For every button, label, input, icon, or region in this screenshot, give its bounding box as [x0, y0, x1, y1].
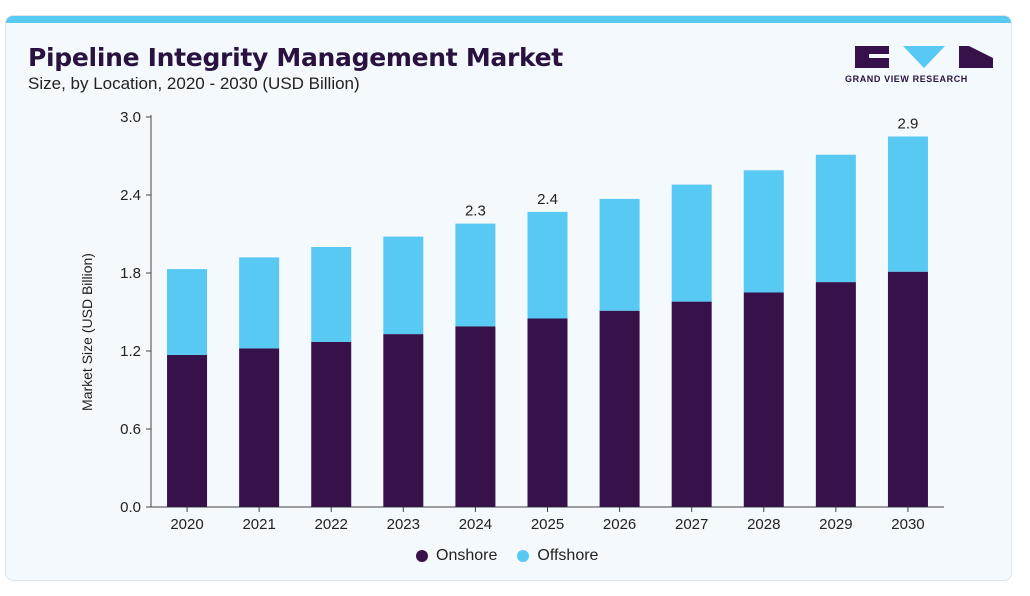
x-tick-label-2023: 2023 — [387, 516, 420, 533]
x-tick-label-2021: 2021 — [242, 516, 275, 533]
bar-offshore-2030 — [887, 136, 928, 272]
bar-onshore-2025 — [527, 318, 568, 507]
y-tick-label: 3.0 — [120, 109, 141, 126]
bar-offshore-2029 — [815, 154, 856, 283]
data-label-2024: 2.3 — [465, 203, 486, 220]
bar-onshore-2027 — [671, 301, 712, 507]
legend-label-onshore: Onshore — [436, 547, 498, 564]
data-label-2025: 2.4 — [537, 191, 558, 208]
logo-text: GRAND VIEW RESEARCH — [845, 74, 968, 84]
logo-mark-icon — [855, 46, 993, 68]
chart-labels: 2.3 2.4 2.9 — [465, 116, 918, 220]
bar-offshore-2027 — [671, 184, 712, 302]
x-tick-label-2027: 2027 — [675, 516, 708, 533]
bar-onshore-2030 — [887, 271, 928, 507]
bar-onshore-2024 — [455, 326, 496, 507]
y-tick-label: 1.2 — [120, 343, 141, 360]
bar-offshore-2022 — [311, 247, 352, 342]
y-tick-label: 2.4 — [120, 187, 141, 204]
data-label-2030: 2.9 — [898, 116, 919, 133]
x-tick-label-2029: 2029 — [819, 516, 852, 533]
bar-offshore-2020 — [167, 269, 208, 355]
y-tick-label: 0.0 — [120, 499, 141, 516]
legend-item-offshore: Offshore — [517, 547, 598, 565]
legend-swatch-onshore — [416, 550, 428, 562]
x-tick-label-2020: 2020 — [170, 516, 203, 533]
bar-onshore-2021 — [239, 348, 280, 507]
chart-subtitle: Size, by Location, 2020 - 2030 (USD Bill… — [28, 74, 360, 93]
chart-bars — [167, 136, 928, 507]
grand-view-research-logo: GRAND VIEW RESEARCH — [845, 44, 995, 104]
bar-offshore-2024 — [455, 223, 496, 327]
bar-onshore-2026 — [599, 310, 640, 507]
bar-onshore-2028 — [743, 292, 784, 507]
y-axis-label: Market Size (USD Billion) — [79, 253, 95, 411]
chart-axes: 0.0 0.6 1.2 1.8 2.4 3.0 Market Size (USD Billi… — [79, 109, 944, 533]
x-tick-label-2026: 2026 — [603, 516, 636, 533]
chart-legend: Onshore Offshore — [416, 547, 598, 565]
accent-top-bar — [6, 16, 1011, 23]
legend-label-offshore: Offshore — [537, 547, 599, 564]
bar-offshore-2023 — [383, 236, 424, 335]
chart-card: Pipeline Integrity Management Market Siz… — [5, 15, 1012, 581]
legend-swatch-offshore — [517, 550, 530, 562]
y-tick-label: 0.6 — [120, 421, 141, 438]
bar-onshore-2029 — [815, 282, 856, 507]
bar-chart: 0.0 0.6 1.2 1.8 2.4 3.0 Market Size (USD Billi… — [79, 109, 944, 533]
x-tick-label-2024: 2024 — [459, 516, 492, 533]
bar-onshore-2020 — [167, 354, 208, 507]
x-tick-label-2028: 2028 — [747, 516, 780, 533]
x-tick-label-2022: 2022 — [315, 516, 348, 533]
bar-onshore-2023 — [383, 334, 424, 507]
chart-title: Pipeline Integrity Management Market — [28, 43, 563, 72]
x-tick-label-2030: 2030 — [891, 516, 924, 533]
bar-onshore-2022 — [311, 341, 352, 507]
bar-offshore-2028 — [743, 170, 784, 293]
bar-offshore-2025 — [527, 211, 568, 319]
x-tick-label-2025: 2025 — [531, 516, 564, 533]
bar-offshore-2026 — [599, 198, 640, 311]
bar-offshore-2021 — [239, 257, 280, 349]
legend-item-onshore: Onshore — [416, 547, 497, 565]
y-tick-label: 1.8 — [120, 265, 141, 282]
